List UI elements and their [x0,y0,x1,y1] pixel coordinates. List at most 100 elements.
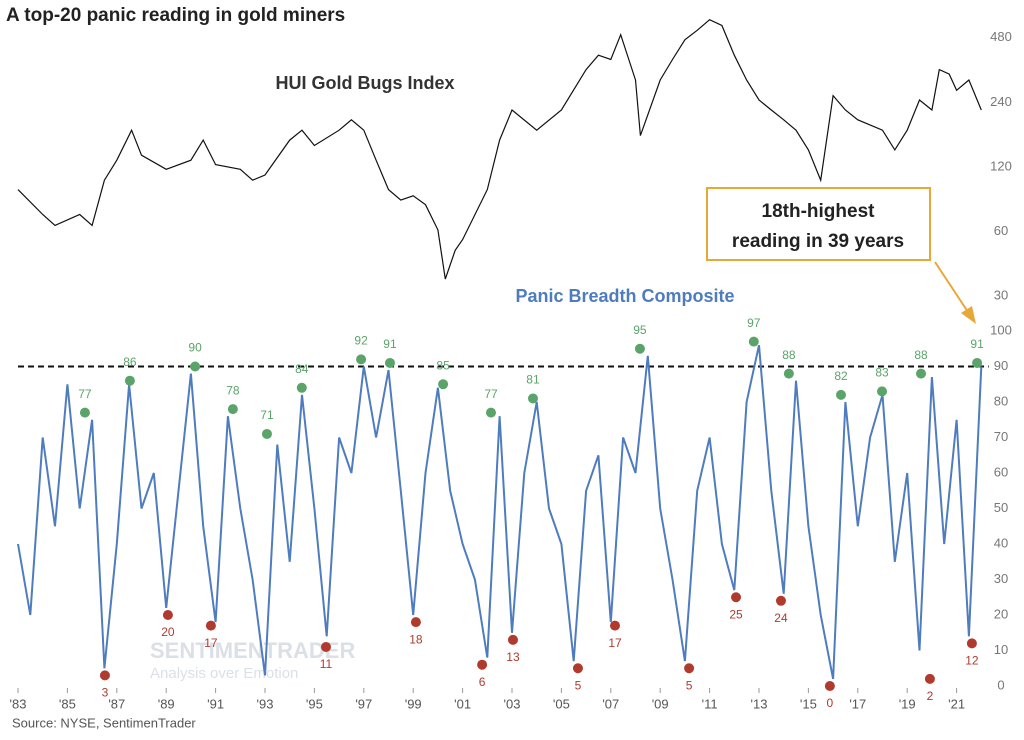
y-tick-label: 20 [994,606,1008,621]
marker-label: 86 [123,355,137,369]
x-tick-label: '87 [108,696,125,711]
y-tick-label: 70 [994,429,1008,444]
x-tick-label: '09 [652,696,669,711]
marker-label: 97 [747,316,761,330]
marker-label: 81 [526,373,540,387]
peak-marker [486,407,497,418]
trough-marker [205,620,216,631]
trough-marker [162,610,173,620]
trough-marker [731,592,742,603]
peak-marker [190,361,201,372]
peak-marker [972,357,983,368]
x-tick-label: '95 [306,696,323,711]
marker-label: 84 [295,362,309,376]
marker-label: 88 [914,348,928,362]
trough-marker [321,641,332,652]
source: Source: NYSE, SentimenTrader [12,715,196,730]
marker-label: 82 [834,369,848,383]
callout-text: 18th-highest [762,201,876,222]
peak-marker [634,343,645,354]
y-tick-label: 60 [994,223,1008,238]
peak-marker [835,389,846,400]
y-tick-label: 240 [990,94,1012,109]
marker-label: 85 [436,358,450,372]
x-tick-label: '13 [751,696,768,711]
y-tick-label: 30 [994,287,1008,302]
x-tick-label: '17 [849,696,866,711]
marker-label: 20 [161,625,175,639]
marker-label: 77 [78,387,92,401]
y-tick-label: 100 [990,322,1012,337]
chart-title: A top-20 panic reading in gold miners [6,5,345,26]
marker-label: 24 [774,611,788,625]
marker-label: 88 [782,348,796,362]
marker-label: 3 [102,686,109,700]
x-tick-label: '21 [948,696,965,711]
marker-label: 13 [506,650,520,664]
marker-label: 5 [686,678,693,692]
marker-label: 11 [320,657,333,671]
marker-label: 25 [729,607,743,621]
marker-label: 90 [188,341,202,355]
x-tick-label: '03 [504,696,521,711]
x-tick-label: '19 [899,696,916,711]
marker-label: 0 [827,696,834,710]
y-tick-label: 0 [997,677,1004,692]
series-line [17,344,983,680]
marker-label: 83 [875,366,889,380]
y-tick-label: 80 [994,393,1008,408]
callout-arrowhead [961,306,976,324]
trough-marker [477,659,488,670]
y-tick-label: 30 [994,571,1008,586]
panic-label: Panic Breadth Composite [515,286,734,306]
peak-marker [783,368,794,379]
peak-marker [438,379,449,390]
x-tick-label: '83 [10,696,27,711]
peak-marker [916,368,927,379]
peak-marker [748,336,759,347]
watermark: SENTIMENTRADER [150,638,355,663]
trough-marker [609,620,620,631]
marker-label: 91 [383,337,397,351]
x-tick-label: '05 [553,696,570,711]
y-tick-label: 40 [994,535,1008,550]
y-tick-label: 120 [990,158,1012,173]
y-tick-label: 50 [994,500,1008,515]
x-tick-label: '85 [59,696,76,711]
x-tick-label: '89 [158,696,175,711]
x-tick-label: '97 [355,696,372,711]
marker-label: 78 [226,383,240,397]
peak-marker [876,386,887,397]
marker-label: 18 [409,632,423,646]
peak-marker [527,393,538,404]
peak-marker [227,404,238,415]
callout-text: reading in 39 years [732,231,904,252]
marker-label: 71 [260,408,274,422]
marker-label: 17 [204,636,218,650]
marker-label: 17 [608,636,622,650]
trough-marker [410,617,421,628]
series-line [17,18,982,280]
peak-marker [79,407,90,418]
marker-label: 95 [633,323,647,337]
y-tick-label: 60 [994,464,1008,479]
marker-label: 91 [970,337,984,351]
marker-label: 12 [965,654,979,668]
marker-label: 77 [484,387,498,401]
y-tick-label: 90 [994,358,1008,373]
peak-marker [261,428,272,439]
trough-marker [507,634,518,645]
marker-label: 6 [479,675,486,689]
x-tick-label: '01 [454,696,471,711]
marker-label: 5 [575,678,582,692]
x-tick-label: '93 [257,696,274,711]
peak-marker [356,354,367,365]
watermark: Analysis over Emotion [150,665,298,682]
callout-arrow [934,261,969,313]
x-tick-label: '91 [207,696,224,711]
peak-marker [384,357,395,368]
x-tick-label: '11 [702,696,718,711]
x-tick-label: '15 [800,696,817,711]
trough-marker [99,670,110,681]
